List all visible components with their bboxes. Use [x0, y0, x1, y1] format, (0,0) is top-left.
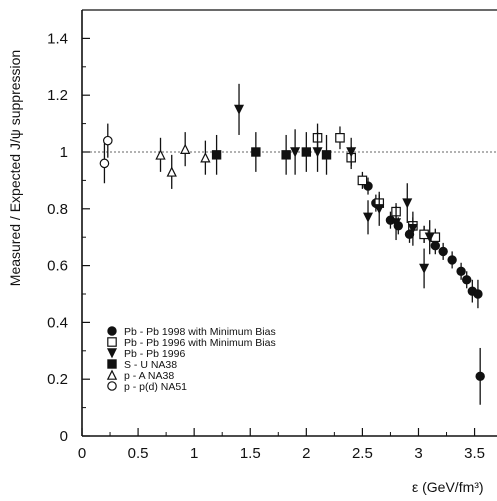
legend-marker — [107, 326, 117, 336]
x-tick-label: 2.5 — [352, 445, 373, 462]
data-point — [290, 147, 301, 158]
legend-marker — [107, 381, 117, 391]
legend-marker — [106, 348, 118, 359]
series-1 — [312, 123, 441, 246]
y-axis-ticks: 0 0.2 0.4 0.6 0.8 1 1.2 1.4 — [47, 30, 90, 445]
legend-marker — [106, 369, 118, 380]
legend-label: Pb - Pb 1998 with Minimum Bias — [124, 326, 276, 338]
data-point — [155, 149, 166, 160]
series-3 — [211, 132, 332, 175]
legend-item: Pb - Pb 1996 — [106, 348, 185, 360]
data-point — [99, 158, 110, 169]
data-point — [391, 218, 402, 229]
data-point — [447, 255, 457, 265]
data-point — [357, 175, 368, 186]
data-point — [251, 147, 261, 157]
plot-frame — [81, 9, 497, 437]
data-point — [321, 150, 332, 160]
data-point — [374, 204, 385, 215]
legend-item: p - p(d) NA51 — [107, 381, 187, 393]
data-points-layer — [99, 83, 485, 405]
x-axis-title: ε (GeV/fm³) — [412, 479, 484, 495]
series-2 — [234, 83, 435, 289]
data-point — [419, 263, 430, 274]
x-tick-label: 1.5 — [240, 445, 261, 462]
data-point — [335, 133, 345, 143]
data-point — [473, 289, 483, 299]
x-tick-label: 2 — [302, 445, 310, 462]
legend-item: p - A NA38 — [106, 369, 174, 382]
legend-item: Pb - Pb 1998 with Minimum Bias — [107, 326, 276, 338]
y-tick-label: 1 — [60, 144, 68, 161]
data-point — [407, 223, 418, 234]
data-point — [312, 147, 323, 158]
series-0 — [363, 177, 485, 405]
y-tick-label: 1.2 — [47, 87, 68, 104]
data-point — [301, 147, 312, 157]
x-tick-label: 3.5 — [464, 445, 485, 462]
data-point — [363, 212, 374, 223]
y-tick-label: 0 — [60, 428, 68, 445]
y-tick-label: 0.8 — [47, 201, 68, 218]
x-tick-label: 0.5 — [128, 445, 149, 462]
data-point — [462, 275, 472, 285]
data-point — [402, 198, 413, 209]
y-tick-label: 1.4 — [47, 30, 68, 47]
data-point — [475, 371, 485, 382]
y-tick-label: 0.2 — [47, 371, 68, 388]
legend-label: p - A NA38 — [124, 370, 174, 382]
x-axis-ticks: 0 0.5 1 1.5 2 2.5 3 3.5 — [78, 428, 485, 462]
series-4 — [155, 132, 211, 189]
data-point — [346, 147, 357, 158]
data-point — [424, 232, 435, 243]
legend-label: p - p(d) NA51 — [124, 381, 187, 393]
series-5 — [99, 123, 113, 184]
data-point — [166, 166, 177, 177]
legend-marker — [107, 337, 117, 347]
data-point — [211, 150, 222, 160]
legend-marker — [107, 359, 117, 369]
legend-label: S - U NA38 — [124, 359, 177, 371]
x-tick-label: 1 — [190, 445, 198, 462]
data-point — [200, 152, 211, 163]
x-tick-label: 0 — [78, 445, 86, 462]
y-axis-title: Measured / Expected J/ψ suppression — [7, 50, 23, 286]
data-point — [102, 135, 113, 146]
data-point — [234, 104, 245, 115]
data-point — [180, 143, 191, 154]
data-point — [438, 246, 448, 257]
data-point — [456, 266, 466, 276]
legend-label: Pb - Pb 1996 — [124, 348, 185, 360]
x-tick-label: 3 — [414, 445, 422, 462]
y-tick-label: 0.6 — [47, 258, 68, 275]
legend-item: S - U NA38 — [107, 359, 177, 371]
legend-item: Pb - Pb 1996 with Minimum Bias — [107, 337, 276, 349]
y-tick-label: 0.4 — [47, 314, 68, 331]
legend-label: Pb - Pb 1996 with Minimum Bias — [124, 337, 276, 349]
data-point — [281, 150, 291, 160]
